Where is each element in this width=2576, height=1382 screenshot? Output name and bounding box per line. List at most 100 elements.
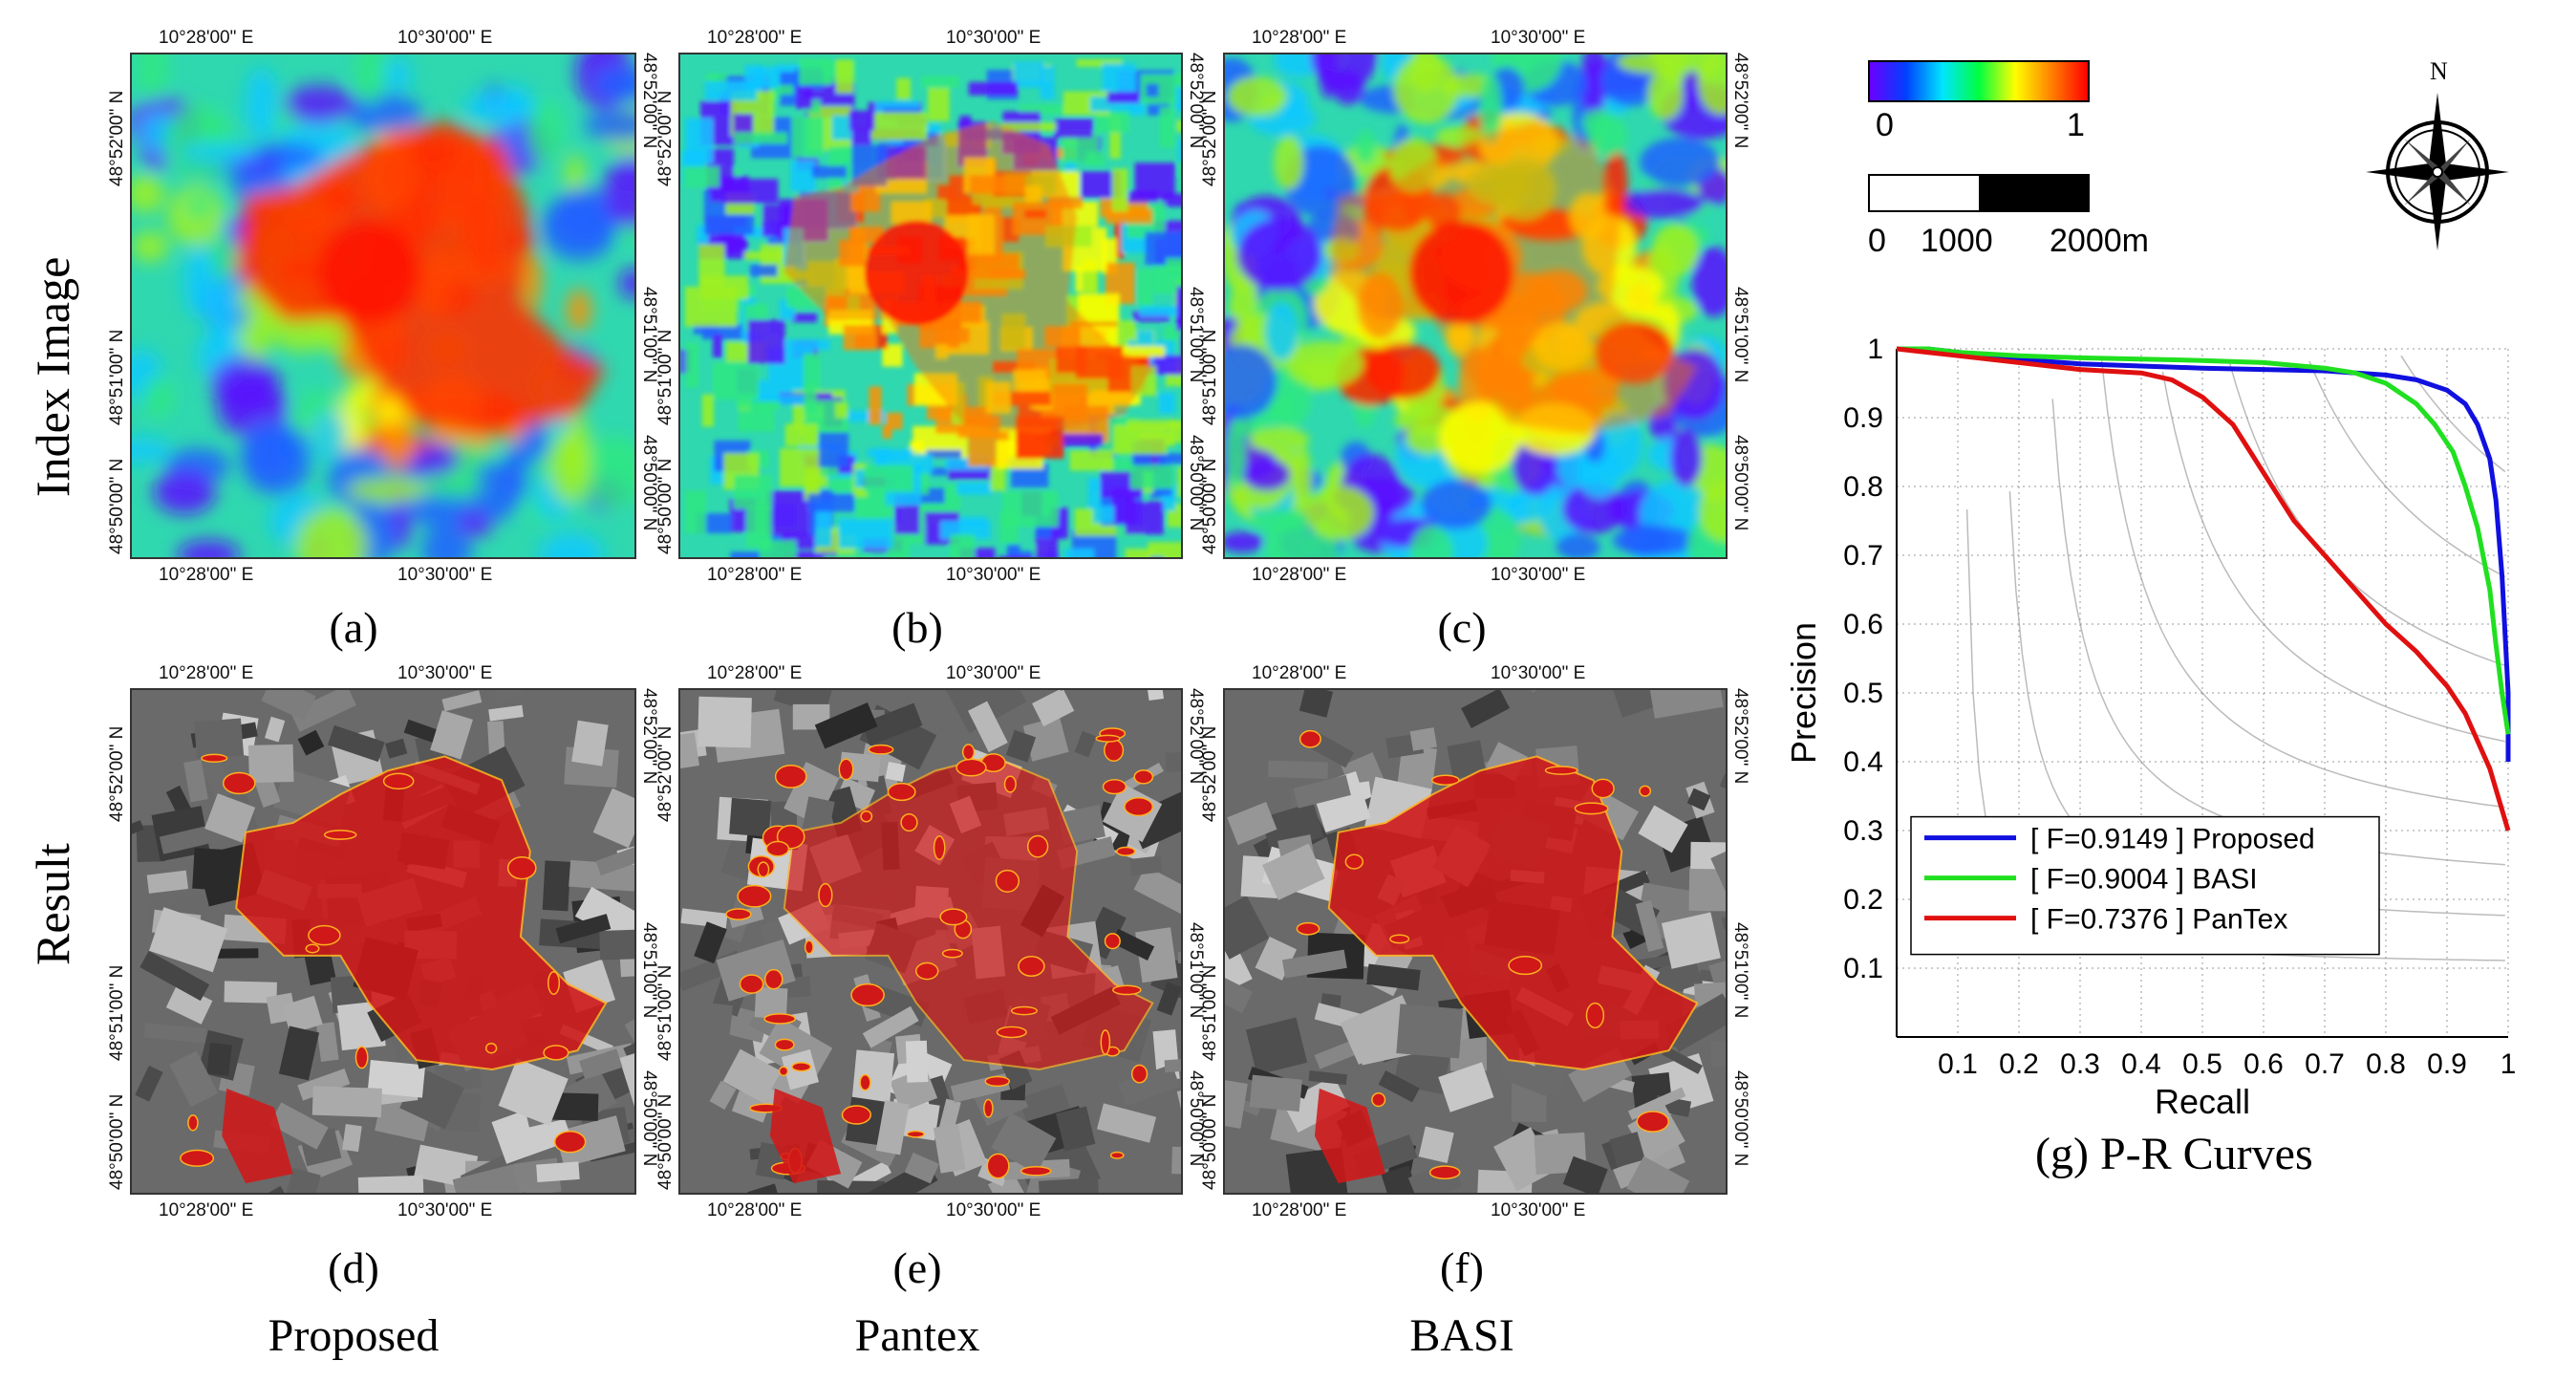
- f-iso-curve-5: [2229, 363, 2506, 667]
- legend-label-2: [ F=0.7376 ] PanTex: [2030, 904, 2287, 936]
- coord-top-lon-right-e: 10°30'00" E: [946, 663, 1041, 683]
- y-tick-label-0: 0.1: [1843, 953, 1883, 984]
- x-tick-label-4: 0.5: [2182, 1048, 2222, 1080]
- coord-top-lon-left-c: 10°28'00" E: [1252, 28, 1347, 48]
- y-tick-label-5: 0.6: [1843, 609, 1883, 640]
- coord-top-lon-right-d: 10°30'00" E: [397, 663, 493, 683]
- coord-left-lat-bot-b: 48°50'00" N: [655, 458, 676, 554]
- chart-caption: (g) P-R Curves: [2035, 1129, 2313, 1179]
- coord-right-lat-mid-c: 48°51'00" N: [1730, 287, 1750, 383]
- map-panel-a: [130, 53, 636, 559]
- coord-left-lat-bot-d: 48°50'00" N: [107, 1093, 127, 1190]
- f-iso-curve-6: [2308, 360, 2506, 578]
- map-panel-d: [130, 688, 636, 1195]
- coord-left-lat-top-b: 48°52'00" N: [655, 90, 676, 186]
- map-panel-f: [1223, 688, 1728, 1195]
- coord-bottom-lon-right-a: 10°30'00" E: [397, 565, 493, 585]
- coord-left-lat-bot-a: 48°50'00" N: [107, 458, 127, 554]
- coord-bottom-lon-left-a: 10°28'00" E: [159, 565, 254, 585]
- legend-label-0: [ F=0.9149 ] Proposed: [2030, 824, 2315, 855]
- scale-label-0: 0: [1868, 223, 1886, 259]
- x-tick-label-1: 0.2: [1999, 1048, 2039, 1080]
- coord-bottom-lon-right-c: 10°30'00" E: [1491, 565, 1586, 585]
- column-title-proposed: Proposed: [268, 1310, 440, 1361]
- panel-label-f: (f): [1440, 1243, 1484, 1292]
- x-tick-label-0: 0.1: [1938, 1048, 1978, 1080]
- y-axis-label: Precision: [1784, 622, 1823, 764]
- column-title-pantex: Pantex: [854, 1310, 980, 1361]
- map-panel-c: [1223, 53, 1728, 559]
- coord-left-lat-mid-b: 48°51'00" N: [655, 329, 676, 425]
- coord-left-lat-bot-f: 48°50'00" N: [1200, 1093, 1220, 1190]
- x-tick-label-5: 0.6: [2243, 1048, 2284, 1080]
- panel-label-c: (c): [1437, 603, 1487, 652]
- f-iso-curve-4: [2161, 371, 2505, 743]
- pr-curve-chart: 0.1 0.2 0.3 0.4 0.5 0.6 0.7 0.8 0.9 1 0.1 0.2 0.3 0.4…: [1784, 334, 2517, 1121]
- f-iso-curve-3: [2100, 358, 2505, 809]
- coord-top-lon-left-d: 10°28'00" E: [159, 663, 254, 683]
- series-line-2: [1896, 346, 2511, 831]
- y-tick-label-9: 1: [1867, 334, 1883, 365]
- coord-bottom-lon-right-f: 10°30'00" E: [1491, 1200, 1586, 1220]
- coord-bottom-lon-left-d: 10°28'00" E: [159, 1200, 254, 1220]
- coord-left-lat-mid-f: 48°51'00" N: [1200, 964, 1220, 1061]
- coord-bottom-lon-left-e: 10°28'00" E: [707, 1200, 803, 1220]
- coord-bottom-lon-left-c: 10°28'00" E: [1252, 565, 1347, 585]
- coord-left-lat-top-a: 48°52'00" N: [107, 90, 127, 186]
- coord-right-lat-top-f: 48°52'00" N: [1730, 688, 1750, 785]
- x-tick-label-7: 0.8: [2366, 1048, 2406, 1080]
- x-tick-label-3: 0.4: [2121, 1048, 2161, 1080]
- y-tick-label-6: 0.7: [1843, 540, 1883, 572]
- coord-left-lat-mid-a: 48°51'00" N: [107, 329, 127, 425]
- scale-bar-white-segment: [1870, 176, 1979, 210]
- coord-right-lat-bot-c: 48°50'00" N: [1730, 435, 1750, 531]
- compass-north-label: N: [2430, 57, 2448, 85]
- coord-bottom-lon-left-f: 10°28'00" E: [1252, 1200, 1347, 1220]
- colorbar: [1868, 60, 2090, 102]
- coord-left-lat-bot-c: 48°50'00" N: [1200, 458, 1220, 554]
- x-tick-label-2: 0.3: [2060, 1048, 2100, 1080]
- scale-bar: [1868, 174, 2090, 212]
- y-tick-label-8: 0.9: [1843, 402, 1883, 434]
- coord-top-lon-right-f: 10°30'00" E: [1491, 663, 1586, 683]
- x-tick-label-9: 1: [2501, 1048, 2517, 1080]
- coord-top-lon-right-a: 10°30'00" E: [397, 28, 493, 48]
- coord-left-lat-mid-d: 48°51'00" N: [107, 964, 127, 1061]
- row-title-result: Result: [26, 843, 79, 965]
- map-panel-e: [678, 688, 1183, 1195]
- coord-bottom-lon-left-b: 10°28'00" E: [707, 565, 803, 585]
- colorbar-max-label: 1: [2067, 107, 2085, 143]
- scale-bar-black-segment: [1979, 176, 2088, 210]
- x-tick-label-8: 0.9: [2427, 1048, 2467, 1080]
- coord-right-lat-top-c: 48°52'00" N: [1730, 53, 1750, 149]
- y-tick-label-1: 0.2: [1843, 884, 1883, 916]
- coord-top-lon-left-b: 10°28'00" E: [707, 28, 803, 48]
- panel-label-e: (e): [892, 1243, 942, 1292]
- scale-label-1000: 1000: [1921, 223, 1993, 259]
- x-axis-label: Recall: [2155, 1082, 2250, 1121]
- coord-top-lon-right-b: 10°30'00" E: [946, 28, 1041, 48]
- map-panel-b: [678, 53, 1183, 559]
- coord-left-lat-top-d: 48°52'00" N: [107, 725, 127, 822]
- coord-left-lat-top-e: 48°52'00" N: [655, 725, 676, 822]
- coord-bottom-lon-right-e: 10°30'00" E: [946, 1200, 1041, 1220]
- colorbar-min-label: 0: [1876, 107, 1894, 143]
- column-title-basi: BASI: [1409, 1310, 1514, 1361]
- coord-left-lat-mid-e: 48°51'00" N: [655, 964, 676, 1061]
- panel-label-d: (d): [328, 1243, 379, 1292]
- x-tick-label-6: 0.7: [2305, 1048, 2345, 1080]
- series-line-0: [1897, 346, 2511, 762]
- f-iso-curve-2: [2051, 399, 2505, 866]
- panel-label-b: (b): [891, 603, 943, 652]
- coord-right-lat-mid-f: 48°51'00" N: [1730, 922, 1750, 1019]
- coord-left-lat-top-f: 48°52'00" N: [1200, 725, 1220, 822]
- scale-label-2000m: 2000m: [2050, 223, 2149, 259]
- coord-left-lat-mid-c: 48°51'00" N: [1200, 329, 1220, 425]
- y-tick-label-2: 0.3: [1843, 815, 1883, 847]
- y-tick-label-3: 0.4: [1843, 746, 1883, 778]
- coord-left-lat-bot-e: 48°50'00" N: [655, 1093, 676, 1190]
- compass-rose-icon: [2366, 93, 2509, 250]
- coord-right-lat-bot-f: 48°50'00" N: [1730, 1070, 1750, 1167]
- coord-bottom-lon-right-b: 10°30'00" E: [946, 565, 1041, 585]
- panel-label-a: (a): [329, 603, 378, 652]
